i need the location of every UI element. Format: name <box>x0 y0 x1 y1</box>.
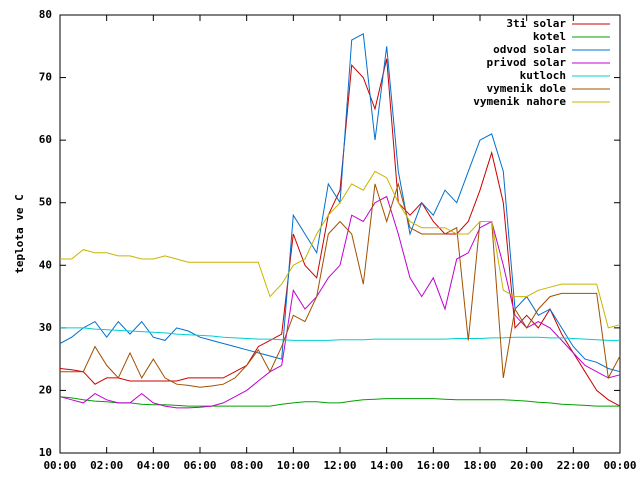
x-tick-label: 22:00 <box>557 459 590 472</box>
y-tick-label: 80 <box>39 8 52 21</box>
series-line <box>59 195 621 409</box>
x-tick-label: 10:00 <box>277 459 310 472</box>
series-line <box>59 58 621 407</box>
series-line <box>60 182 621 388</box>
x-tick-label: 20:00 <box>510 459 543 472</box>
y-tick-label: 20 <box>39 383 52 396</box>
legend-label: odvod solar <box>493 43 566 56</box>
legend-label: privod solar <box>487 56 567 69</box>
legend-label: vymenik dole <box>487 82 567 95</box>
series-line <box>60 170 621 329</box>
legend-label: kutloch <box>520 69 566 82</box>
y-tick-label: 60 <box>39 133 52 146</box>
x-tick-label: 16:00 <box>417 459 450 472</box>
series-line <box>59 396 620 407</box>
x-tick-label: 00:00 <box>43 459 76 472</box>
x-tick-label: 02:00 <box>90 459 123 472</box>
y-tick-label: 40 <box>39 258 52 271</box>
series-line <box>60 327 620 341</box>
x-tick-label: 14:00 <box>370 459 403 472</box>
x-tick-label: 12:00 <box>323 459 356 472</box>
y-axis-label: teplota ve C <box>13 194 26 273</box>
x-tick-label: 00:00 <box>603 459 636 472</box>
x-tick-label: 06:00 <box>183 459 216 472</box>
y-tick-label: 50 <box>39 196 52 209</box>
legend-label: kotel <box>533 30 566 43</box>
y-tick-label: 30 <box>39 321 52 334</box>
legend-label: 3ti solar <box>506 17 566 30</box>
x-tick-label: 04:00 <box>137 459 170 472</box>
legend-label: vymenik nahore <box>473 95 566 108</box>
x-tick-label: 18:00 <box>463 459 496 472</box>
x-tick-label: 08:00 <box>230 459 263 472</box>
y-tick-label: 10 <box>39 446 52 459</box>
y-tick-label: 70 <box>39 71 52 84</box>
